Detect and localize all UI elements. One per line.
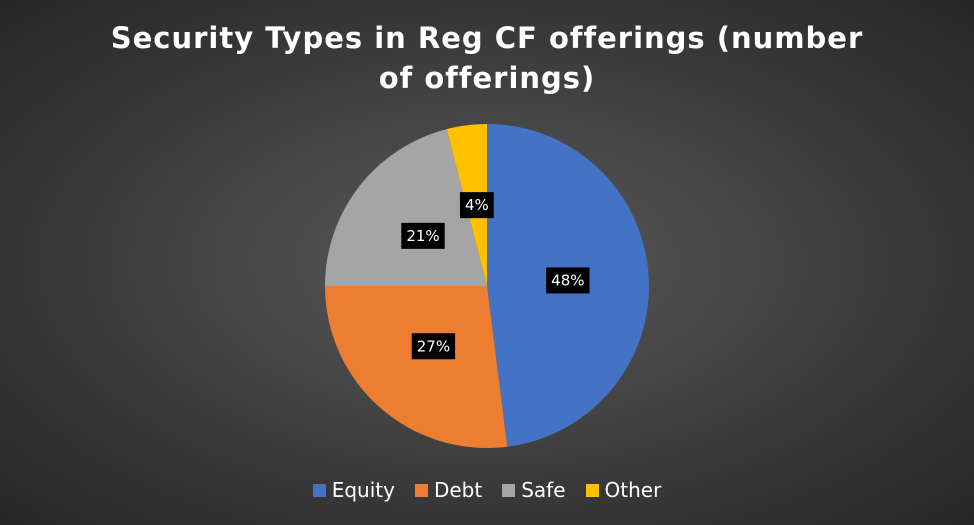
legend-label: Safe [521,478,566,502]
legend-item: Other [585,478,662,502]
chart-title: Security Types in Reg CF offerings (numb… [110,21,864,95]
pie-slice [325,129,487,286]
value-label-text: 21% [406,227,439,245]
legend-label: Other [604,478,662,502]
value-label: 4% [459,192,494,219]
value-label: 27% [411,333,456,360]
legend: Equity Debt Safe Other [0,478,974,502]
legend-swatch [502,483,516,497]
value-label-text: 4% [465,196,489,214]
value-label: 48% [546,267,590,294]
value-label-box [546,267,590,294]
legend-swatch [414,483,428,497]
legend-label: Debt [433,478,483,502]
value-label-box [459,192,494,219]
legend-item: Equity [312,478,395,502]
value-label-box [411,333,456,360]
legend-swatch [312,483,326,497]
value-label-text: 48% [551,271,584,289]
pie-slice [325,286,508,449]
value-label-text: 27% [417,337,450,355]
legend-item: Safe [502,478,566,502]
legend-item: Debt [414,478,483,502]
value-label-box [401,222,445,249]
legend-label: Equity [331,478,395,502]
legend-swatch [585,483,599,497]
value-label: 21% [401,222,445,249]
